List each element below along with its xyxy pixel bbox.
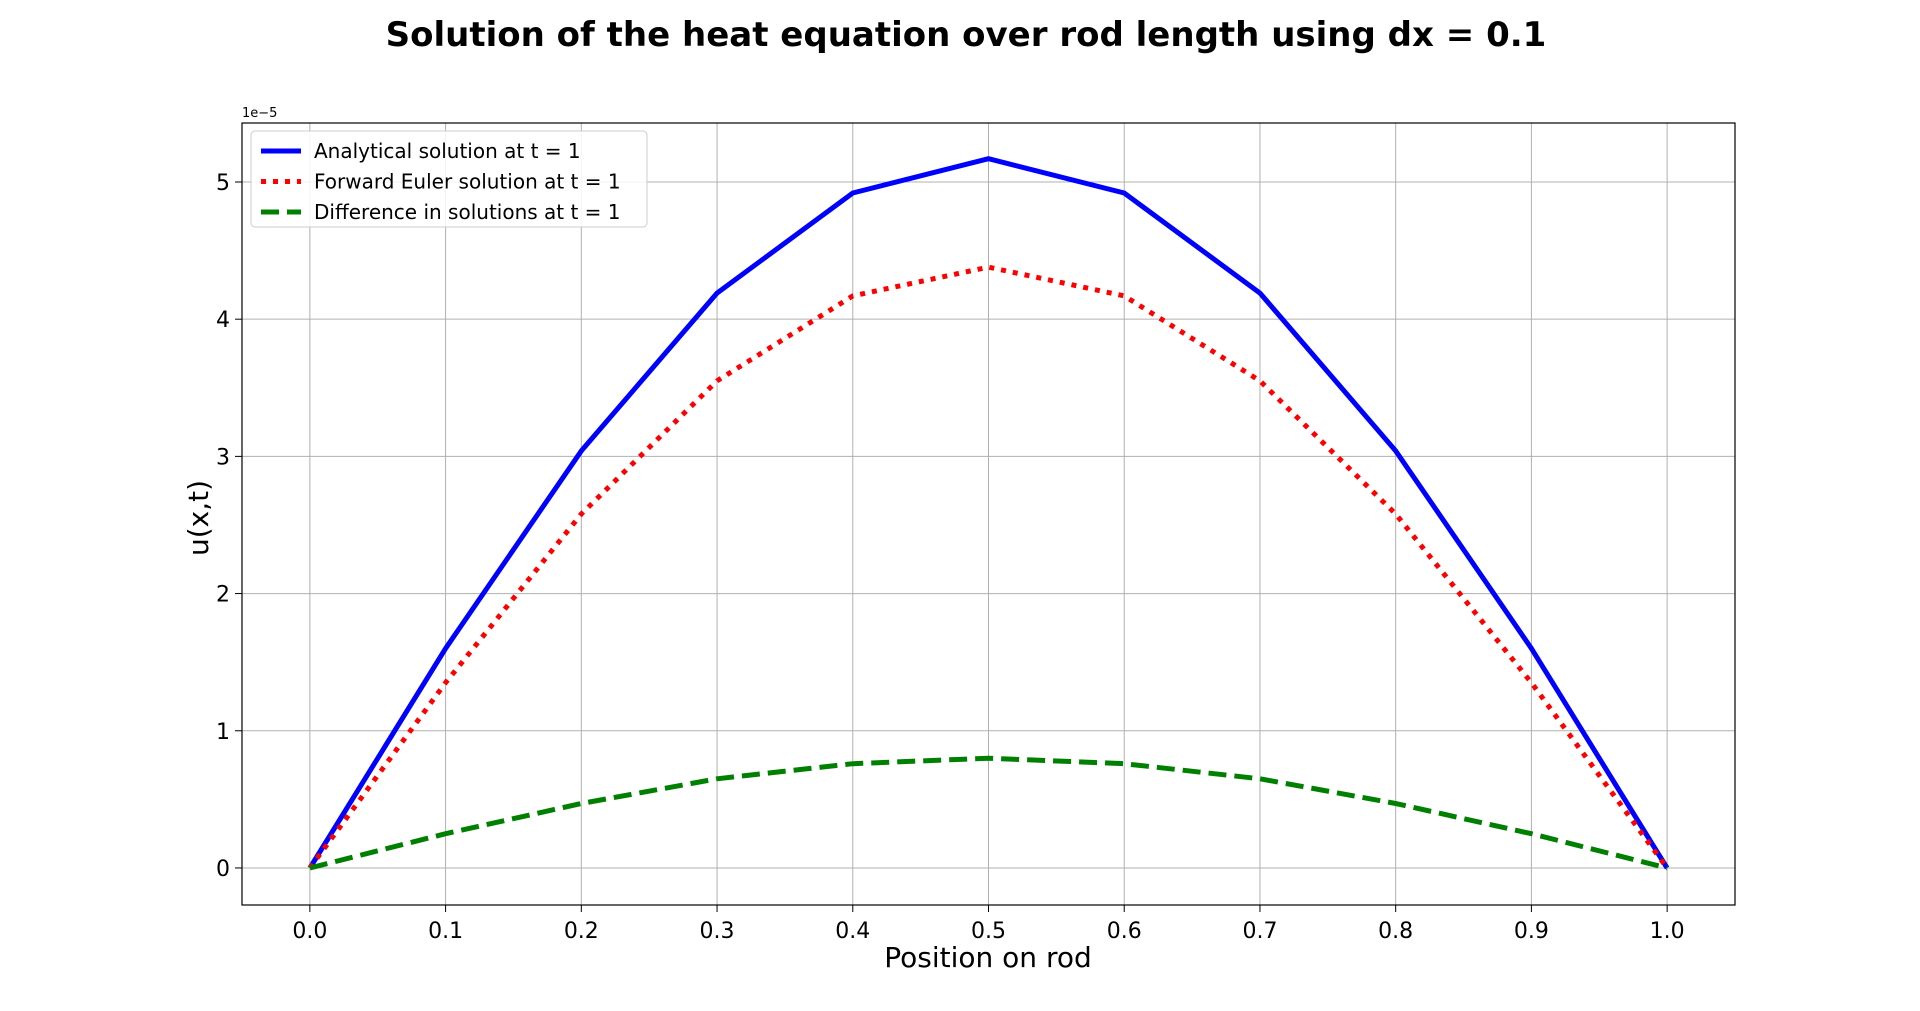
legend: Analytical solution at t = 1 Forward Eule… <box>250 130 648 228</box>
x-tick-label: 0.1 <box>428 919 463 944</box>
x-tick-label: 0.6 <box>1107 919 1142 944</box>
series-layer <box>307 156 1670 871</box>
y-tick-label: 0 <box>216 857 230 882</box>
x-tick-label: 0.4 <box>835 919 870 944</box>
x-tick-label: 0.2 <box>564 919 599 944</box>
axis-ticks: 0.0 0.1 0.2 0.3 0.4 0.5 0.6 0.7 0.8 0.9 1.0 0 1 2 3 4 5 <box>216 171 1685 944</box>
chart-title: Solution of the heat equation over rod l… <box>386 15 1547 55</box>
legend-label-1: Analytical solution at t = 1 <box>314 139 581 163</box>
series-line-2 <box>307 264 1670 870</box>
y-tick-label: 5 <box>216 171 230 196</box>
y-axis-offset-label: 1e−5 <box>242 106 277 121</box>
x-tick-label: 0.3 <box>700 919 735 944</box>
x-tick-label: 0.5 <box>971 919 1006 944</box>
y-tick-label: 2 <box>216 583 230 608</box>
x-tick-label: 0.9 <box>1514 919 1549 944</box>
grid <box>242 123 1735 905</box>
x-tick-label: 0.7 <box>1242 919 1277 944</box>
y-tick-label: 1 <box>216 720 230 745</box>
x-tick-label: 0.0 <box>292 919 327 944</box>
x-axis-label: Position on rod <box>884 941 1092 974</box>
x-tick-label: 0.8 <box>1378 919 1413 944</box>
legend-box <box>250 130 648 228</box>
series-line-3 <box>309 755 1668 871</box>
y-tick-label: 4 <box>216 308 230 333</box>
x-tick-label: 1.0 <box>1650 919 1685 944</box>
y-axis-label: u(x,t) <box>182 480 215 556</box>
legend-label-3: Difference in solutions at t = 1 <box>314 200 621 224</box>
y-tick-label: 3 <box>216 445 230 470</box>
legend-label-2: Forward Euler solution at t = 1 <box>314 170 621 194</box>
series-line-1 <box>307 156 1670 870</box>
